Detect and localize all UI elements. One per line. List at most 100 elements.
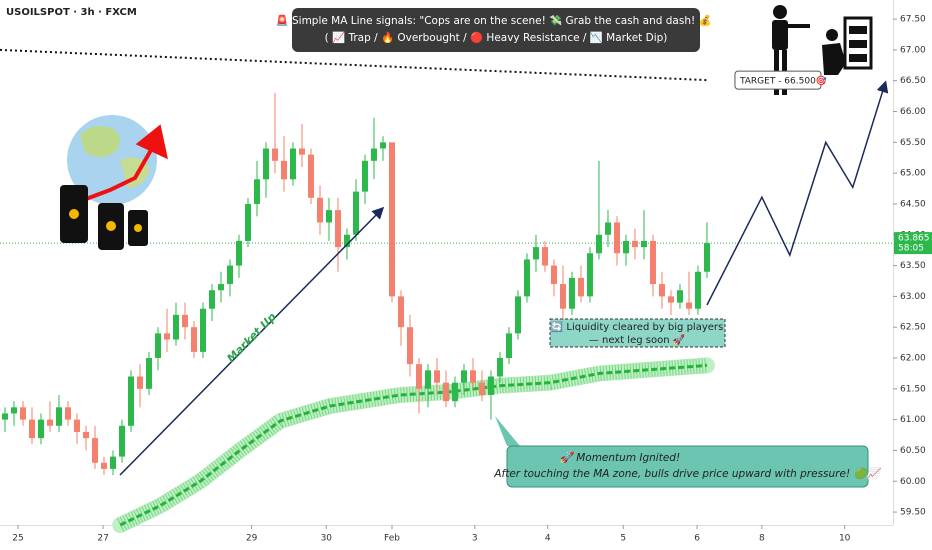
ma-line [119,363,708,527]
x-tick-label: 8 [759,534,765,544]
liquidity-line: — next leg soon 🚀 [589,333,686,346]
candle-body [505,333,512,359]
candle-body [163,333,170,340]
countdown-label: 58:05 [898,244,924,254]
projection-line [706,80,889,306]
candle-body [190,327,197,352]
candle-body [307,154,314,198]
y-tick-label: 67.00 [900,45,926,55]
y-tick-label: 67.50 [900,15,926,25]
candle-body [577,277,584,297]
candle-body [38,419,45,439]
y-tick-label: 64.50 [900,199,926,209]
candle-body [496,358,503,377]
candle-body [83,431,90,439]
candle-body [74,419,81,432]
candle-body [235,240,242,266]
y-tick-label: 66.50 [900,76,926,86]
candle-body [694,271,701,309]
candle-body [145,358,152,389]
time-axis-border [0,525,893,526]
candle-body [127,376,134,426]
y-tick-label: 65.50 [900,138,926,148]
candle-body [442,382,449,402]
last-price-label: 63.865 [898,234,930,244]
candle-body [640,240,647,248]
candle-body [532,247,539,260]
candle-body [523,259,530,297]
y-tick-label: 61.00 [900,415,926,425]
candle-body [406,327,413,365]
candle-body [676,290,683,303]
x-tick-label: 3 [472,534,478,544]
x-tick-label: 29 [246,534,258,544]
candle-body [685,302,692,309]
candle-body [298,148,305,155]
candle-body [325,210,332,223]
x-tick-label: 5 [620,534,626,544]
x-tick-label: 4 [545,534,551,544]
candle-body [118,425,125,457]
candle-body [226,265,233,285]
candle-body [334,210,341,248]
candle-body [613,222,620,254]
y-tick-label: 60.50 [900,446,926,456]
globe-illustration [60,115,168,250]
candle-body [20,407,27,420]
candle-body [343,234,350,248]
candle-body [47,419,54,426]
trend-arrow [119,206,385,476]
y-tick-label: 60.00 [900,477,926,487]
signal-line: ( 📈 Trap / 🔥 Overbought / 🔴 Heavy Resist… [325,31,668,44]
y-tick-label: 63.00 [900,292,926,302]
candle-body [56,407,63,426]
candle-body [65,407,72,420]
plot-area [0,48,893,533]
candle-body [271,148,278,161]
candle-body [622,240,629,254]
candle-body [109,456,116,469]
candle-body [415,364,422,389]
candle-body [514,296,521,334]
candle-body [262,148,269,180]
candle-body [397,296,404,328]
candle-body [586,253,593,297]
signal-line: 🚨 Simple MA Line signals: "Cops are on t… [276,14,717,27]
y-tick-label: 65.00 [900,169,926,179]
momentum-callout: 🚀 Momentum Ignited! After touching the M… [493,416,882,488]
candle-body [433,370,440,383]
candle-body [559,284,566,309]
candle-body [154,333,161,359]
liquidity-line: 🔄 Liquidity cleared by big players [551,320,723,333]
y-tick-label: 61.50 [900,384,926,394]
candle-body [658,284,665,297]
target-tag [734,70,822,90]
candle-body [388,142,395,297]
candle-body [361,160,368,192]
candle-body [703,243,710,272]
candle-body [370,148,377,161]
candle-body [280,160,287,180]
candle-body [667,296,674,303]
y-tick-label: 62.00 [900,354,926,364]
candle-body [550,265,557,285]
y-tick-label: 62.50 [900,323,926,333]
candle-body [478,382,485,395]
momentum-line: After touching the MA zone, bulls drive … [493,467,881,480]
candle-body [92,438,99,463]
candle-body [424,370,431,389]
candle-body [352,191,359,235]
x-tick-label: 25 [12,534,23,544]
candle-body [253,179,260,204]
candle-body [244,203,251,241]
candle-body [181,314,188,328]
candle-body [199,308,206,352]
price-axis-border [893,0,894,525]
x-tick-label: Feb [384,534,400,544]
candle-body [649,240,656,285]
x-tick-label: 27 [97,534,108,544]
chart-title: USOILSPOT · 3h · FXCM [6,7,137,18]
target-label: TARGET - 66.500🎯 [739,76,827,87]
candle-body [316,197,323,223]
